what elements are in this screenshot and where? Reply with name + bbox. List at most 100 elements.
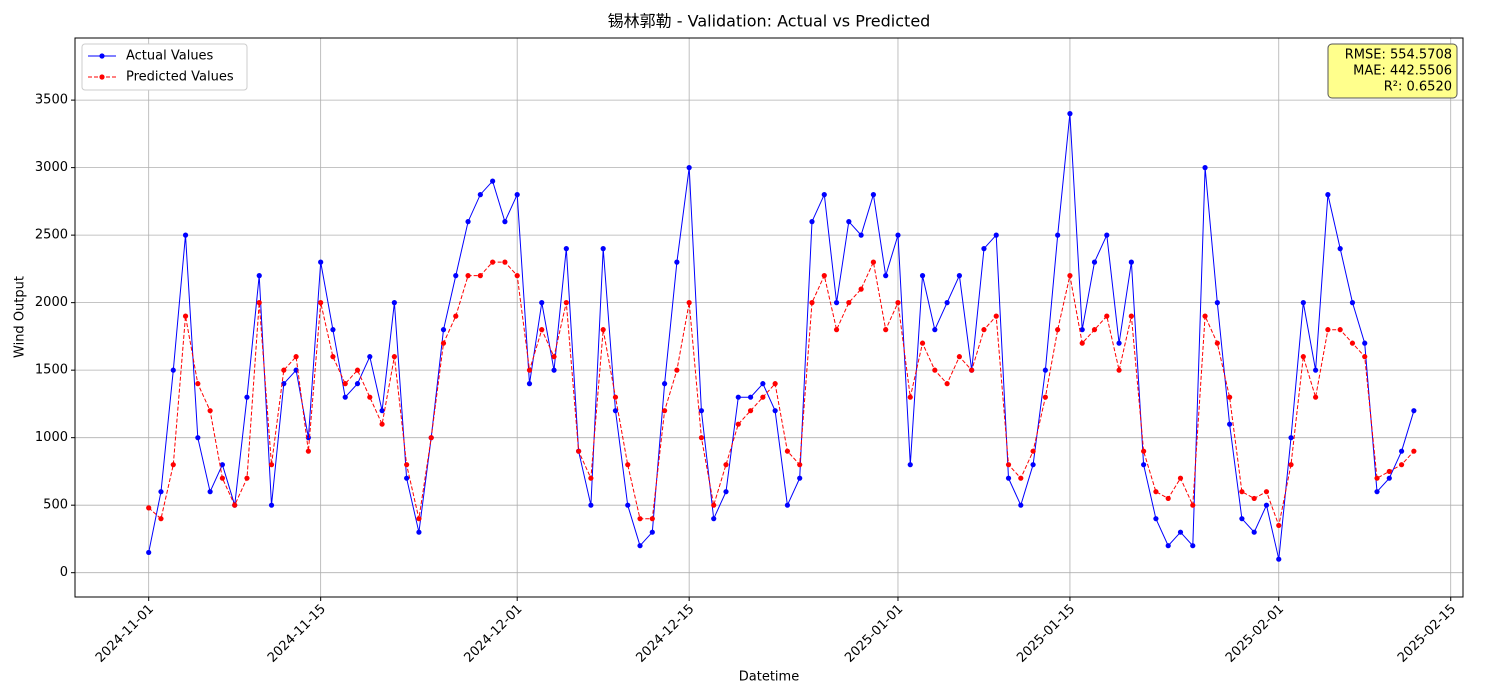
data-point [1091, 327, 1098, 333]
data-point [244, 394, 250, 400]
data-point [895, 300, 901, 306]
data-point [1386, 468, 1392, 475]
data-point [907, 462, 913, 468]
data-point [723, 462, 729, 468]
data-point [256, 273, 262, 279]
data-point [833, 327, 840, 333]
data-point [1300, 300, 1306, 306]
data-point [1386, 475, 1392, 481]
data-point [1030, 448, 1036, 454]
data-point [293, 354, 299, 360]
data-point [698, 408, 705, 414]
y-tick-label: 3500 [35, 93, 68, 108]
data-point [207, 489, 213, 495]
y-tick-label: 500 [43, 498, 68, 513]
data-point [809, 300, 815, 306]
data-point [1313, 367, 1319, 373]
data-point [1190, 543, 1196, 549]
data-point [919, 340, 926, 346]
data-point [354, 381, 361, 387]
data-point [1288, 435, 1294, 441]
data-point [1104, 232, 1110, 238]
data-point [784, 448, 791, 454]
y-tick-label: 3000 [35, 160, 68, 175]
data-point [809, 219, 815, 225]
metrics-text: R²: 0.6520 [1384, 80, 1452, 95]
data-point [846, 300, 852, 306]
data-point [1177, 475, 1184, 481]
data-point [993, 232, 999, 238]
data-point [895, 232, 901, 238]
data-point [1042, 394, 1048, 400]
data-point [1349, 300, 1356, 306]
data-point [342, 381, 348, 387]
data-point [256, 300, 262, 306]
data-point [870, 192, 877, 198]
data-point [711, 516, 717, 522]
data-point [391, 300, 397, 306]
data-point [1411, 448, 1417, 454]
data-point [747, 408, 754, 414]
data-point [969, 367, 975, 373]
data-point [723, 489, 729, 495]
data-point [453, 313, 459, 319]
data-point [244, 475, 250, 481]
data-point [1067, 273, 1073, 279]
data-point [932, 367, 938, 373]
data-point [330, 327, 336, 333]
data-point [551, 367, 557, 373]
data-point [1005, 462, 1012, 468]
data-point [1042, 367, 1048, 373]
data-point [170, 462, 176, 468]
y-tick-label: 0 [60, 565, 68, 580]
data-point [1288, 462, 1294, 468]
data-point [784, 502, 791, 508]
data-point [1362, 354, 1368, 360]
data-point [858, 232, 864, 238]
x-tick-label: 2024-11-15 [265, 602, 329, 666]
legend-label: Actual Values [126, 49, 214, 64]
series-line [148, 113, 1415, 560]
data-point [232, 502, 238, 508]
data-point [1055, 327, 1061, 333]
data-point [539, 327, 545, 333]
x-tick-label: 2025-02-15 [1395, 602, 1459, 666]
data-point [612, 408, 619, 414]
data-point [379, 408, 385, 414]
data-point [1005, 475, 1012, 481]
data-point [391, 354, 397, 360]
data-point [735, 394, 741, 400]
data-point [1227, 421, 1233, 427]
data-point [1153, 516, 1159, 522]
metrics-box [1327, 43, 1458, 99]
data-point [219, 462, 225, 468]
data-point [490, 178, 496, 184]
data-point [465, 273, 471, 279]
data-point [182, 232, 189, 238]
data-point [281, 381, 287, 387]
data-point [747, 394, 754, 400]
data-point [1214, 300, 1220, 306]
data-point [477, 192, 483, 198]
plot-frame [74, 37, 1464, 598]
data-point [870, 259, 877, 265]
data-point [318, 259, 324, 265]
data-point [1411, 408, 1417, 414]
data-point [490, 259, 496, 265]
data-point [797, 462, 803, 468]
data-point [1300, 354, 1306, 360]
data-point [821, 192, 827, 198]
data-point [1018, 502, 1024, 508]
data-point [1128, 259, 1134, 265]
data-point [1239, 489, 1245, 495]
data-point [637, 543, 643, 549]
data-point [305, 448, 311, 454]
data-point [797, 475, 803, 481]
data-point [1153, 489, 1159, 495]
data-point [1067, 111, 1073, 117]
data-point [932, 327, 938, 333]
data-point [588, 475, 594, 481]
data-point [1251, 495, 1257, 502]
data-point [981, 246, 987, 252]
data-point [858, 286, 864, 292]
